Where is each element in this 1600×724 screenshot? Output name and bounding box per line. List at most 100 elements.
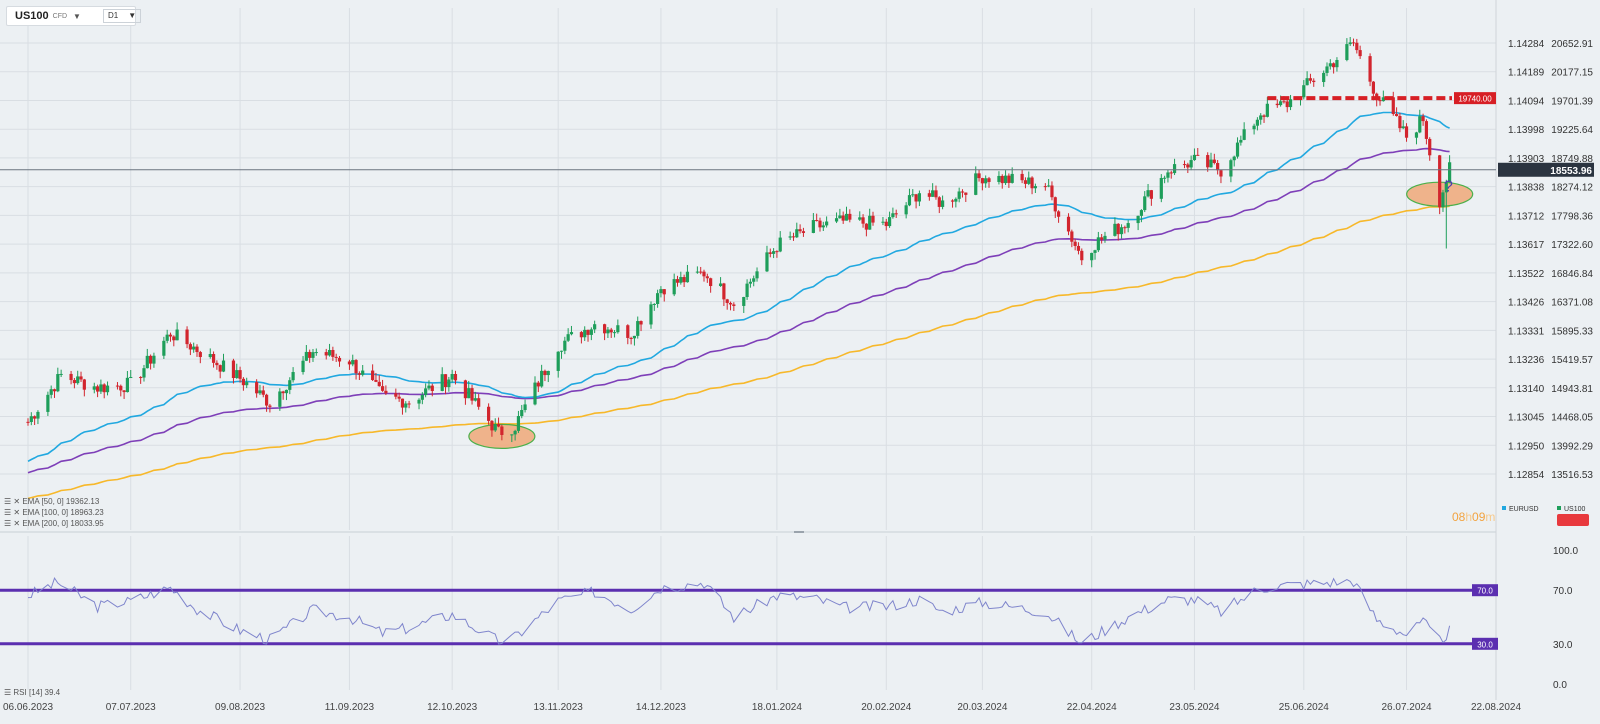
rsi-legend[interactable]: ☰ RSI [14] 39.4 (4, 688, 60, 697)
candle-body[interactable] (175, 329, 179, 341)
candle-body[interactable] (1351, 42, 1356, 44)
candle-body[interactable] (752, 278, 756, 282)
candle-body[interactable] (838, 215, 842, 219)
candle-body[interactable] (593, 324, 597, 330)
candle-body[interactable] (424, 388, 428, 395)
candle-body[interactable] (1169, 172, 1173, 174)
candle-body[interactable] (848, 213, 852, 220)
candle-body[interactable] (516, 416, 521, 431)
candle-body[interactable] (1325, 66, 1329, 73)
candle-body[interactable] (861, 217, 865, 224)
candle-body[interactable] (536, 382, 540, 387)
candle-body[interactable] (871, 215, 875, 223)
timeframe-selector[interactable]: D1 ▼ (102, 9, 142, 23)
candle-body[interactable] (864, 223, 868, 230)
ema100-legend[interactable]: ☰ ✕ EMA [100, 0] 18963.23 (4, 508, 104, 517)
candle-body[interactable] (1332, 63, 1336, 68)
candle-body[interactable] (811, 220, 815, 233)
candle-body[interactable] (907, 195, 912, 206)
candle-body[interactable] (533, 382, 537, 405)
candle-body[interactable] (788, 236, 792, 238)
candle-body[interactable] (1424, 121, 1429, 139)
indicator-icon[interactable]: ☰ ✕ (4, 508, 23, 517)
indicator-icon[interactable]: ☰ ✕ (4, 519, 23, 528)
candle-body[interactable] (818, 220, 822, 228)
candle-body[interactable] (931, 190, 935, 197)
candle-body[interactable] (775, 251, 779, 253)
candle-body[interactable] (583, 329, 587, 338)
candle-body[interactable] (1398, 116, 1402, 129)
candle-body[interactable] (218, 365, 222, 372)
candle-body[interactable] (407, 403, 411, 405)
candle-body[interactable] (420, 394, 424, 400)
candle-body[interactable] (1216, 162, 1220, 171)
candle-body[interactable] (52, 389, 57, 392)
candle-body[interactable] (1073, 241, 1077, 246)
candle-body[interactable] (1302, 85, 1306, 98)
candle-body[interactable] (1136, 215, 1140, 224)
candle-body[interactable] (632, 335, 637, 339)
candle-body[interactable] (165, 334, 169, 341)
candle-body[interactable] (308, 351, 312, 358)
candle-body[interactable] (1192, 154, 1197, 161)
candle-body[interactable] (563, 340, 567, 351)
candle-body[interactable] (288, 380, 292, 390)
candle-body[interactable] (1000, 175, 1004, 184)
candle-body[interactable] (1003, 175, 1008, 184)
candle-body[interactable] (639, 321, 643, 325)
candle-body[interactable] (1146, 190, 1150, 197)
candle-body[interactable] (264, 394, 269, 406)
candle-body[interactable] (636, 321, 640, 336)
candle-body[interactable] (964, 192, 968, 195)
candle-body[interactable] (798, 229, 802, 232)
candle-body[interactable] (675, 279, 680, 283)
candle-body[interactable] (1335, 59, 1339, 68)
candle-body[interactable] (685, 271, 690, 283)
candle-body[interactable] (1166, 172, 1170, 178)
candle-body[interactable] (652, 303, 656, 305)
candle-body[interactable] (33, 416, 37, 419)
candle-body[interactable] (887, 217, 892, 227)
candle-body[interactable] (278, 391, 282, 407)
candle-body[interactable] (513, 430, 517, 435)
candle-body[interactable] (659, 289, 663, 294)
candle-body[interactable] (771, 251, 776, 254)
candle-body[interactable] (884, 221, 888, 227)
candle-body[interactable] (934, 190, 938, 198)
candle-body[interactable] (1262, 115, 1266, 117)
candle-body[interactable] (29, 416, 33, 423)
candle-body[interactable] (122, 390, 126, 393)
candle-body[interactable] (327, 349, 332, 356)
candle-body[interactable] (105, 385, 110, 393)
candle-body[interactable] (361, 370, 365, 375)
candle-body[interactable] (46, 394, 50, 412)
candle-body[interactable] (470, 388, 474, 401)
candle-body[interactable] (957, 191, 961, 199)
candle-body[interactable] (371, 370, 375, 380)
candle-body[interactable] (795, 229, 799, 238)
candle-body[interactable] (142, 368, 146, 378)
candle-body[interactable] (311, 352, 315, 358)
candle-body[interactable] (589, 329, 593, 335)
candle-body[interactable] (586, 329, 590, 335)
candle-body[interactable] (1126, 223, 1130, 228)
candle-body[interactable] (1010, 173, 1014, 183)
candle-body[interactable] (125, 377, 130, 393)
candle-body[interactable] (1159, 177, 1163, 199)
candle-body[interactable] (1116, 223, 1120, 235)
candle-body[interactable] (1066, 216, 1071, 232)
candle-body[interactable] (778, 237, 782, 252)
candle-body[interactable] (1348, 42, 1352, 45)
candle-body[interactable] (1288, 99, 1293, 108)
candle-body[interactable] (493, 424, 497, 431)
candle-body[interactable] (268, 405, 272, 407)
candle-body[interactable] (1053, 197, 1057, 212)
candle-body[interactable] (755, 271, 759, 279)
candle-body[interactable] (351, 360, 355, 365)
candle-body[interactable] (1252, 125, 1256, 130)
candle-body[interactable] (1080, 250, 1084, 261)
candle-body[interactable] (748, 281, 753, 284)
candle-body[interactable] (404, 403, 408, 408)
candle-body[interactable] (463, 380, 468, 399)
candle-body[interactable] (1235, 142, 1240, 157)
